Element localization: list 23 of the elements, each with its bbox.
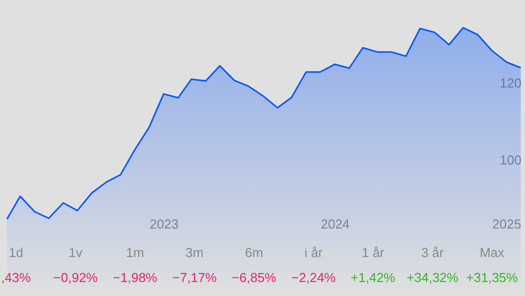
- annotation: +1,42%: [350, 270, 396, 285]
- annotation: ,43%: [1, 270, 32, 285]
- annotation: 1 år: [362, 245, 385, 260]
- annotation: 1v: [68, 245, 83, 260]
- annotation: Max: [480, 245, 505, 260]
- x-tick-label: 2023: [150, 216, 179, 232]
- annotation: i år: [304, 245, 324, 260]
- annotation: −6,85%: [232, 270, 277, 285]
- annotation: −1,98%: [112, 270, 158, 285]
- annotation: −2,24%: [291, 270, 336, 285]
- x-tick-label: 2025: [492, 216, 522, 232]
- y-tick-label: 100: [500, 152, 522, 168]
- annotation: 6m: [244, 245, 264, 260]
- annotation: +34,32%: [406, 270, 459, 285]
- x-tick-label: 2024: [320, 216, 350, 232]
- annotation: −0,92%: [53, 270, 98, 285]
- annotation: 1d: [8, 245, 24, 260]
- annotation: 1m: [126, 245, 144, 260]
- annotation: +31,35%: [466, 270, 518, 285]
- annotation: −7,17%: [172, 270, 218, 285]
- y-tick-label: 120: [500, 76, 522, 91]
- annotation: 3m: [185, 245, 204, 260]
- annotation: 3 år: [421, 245, 444, 260]
